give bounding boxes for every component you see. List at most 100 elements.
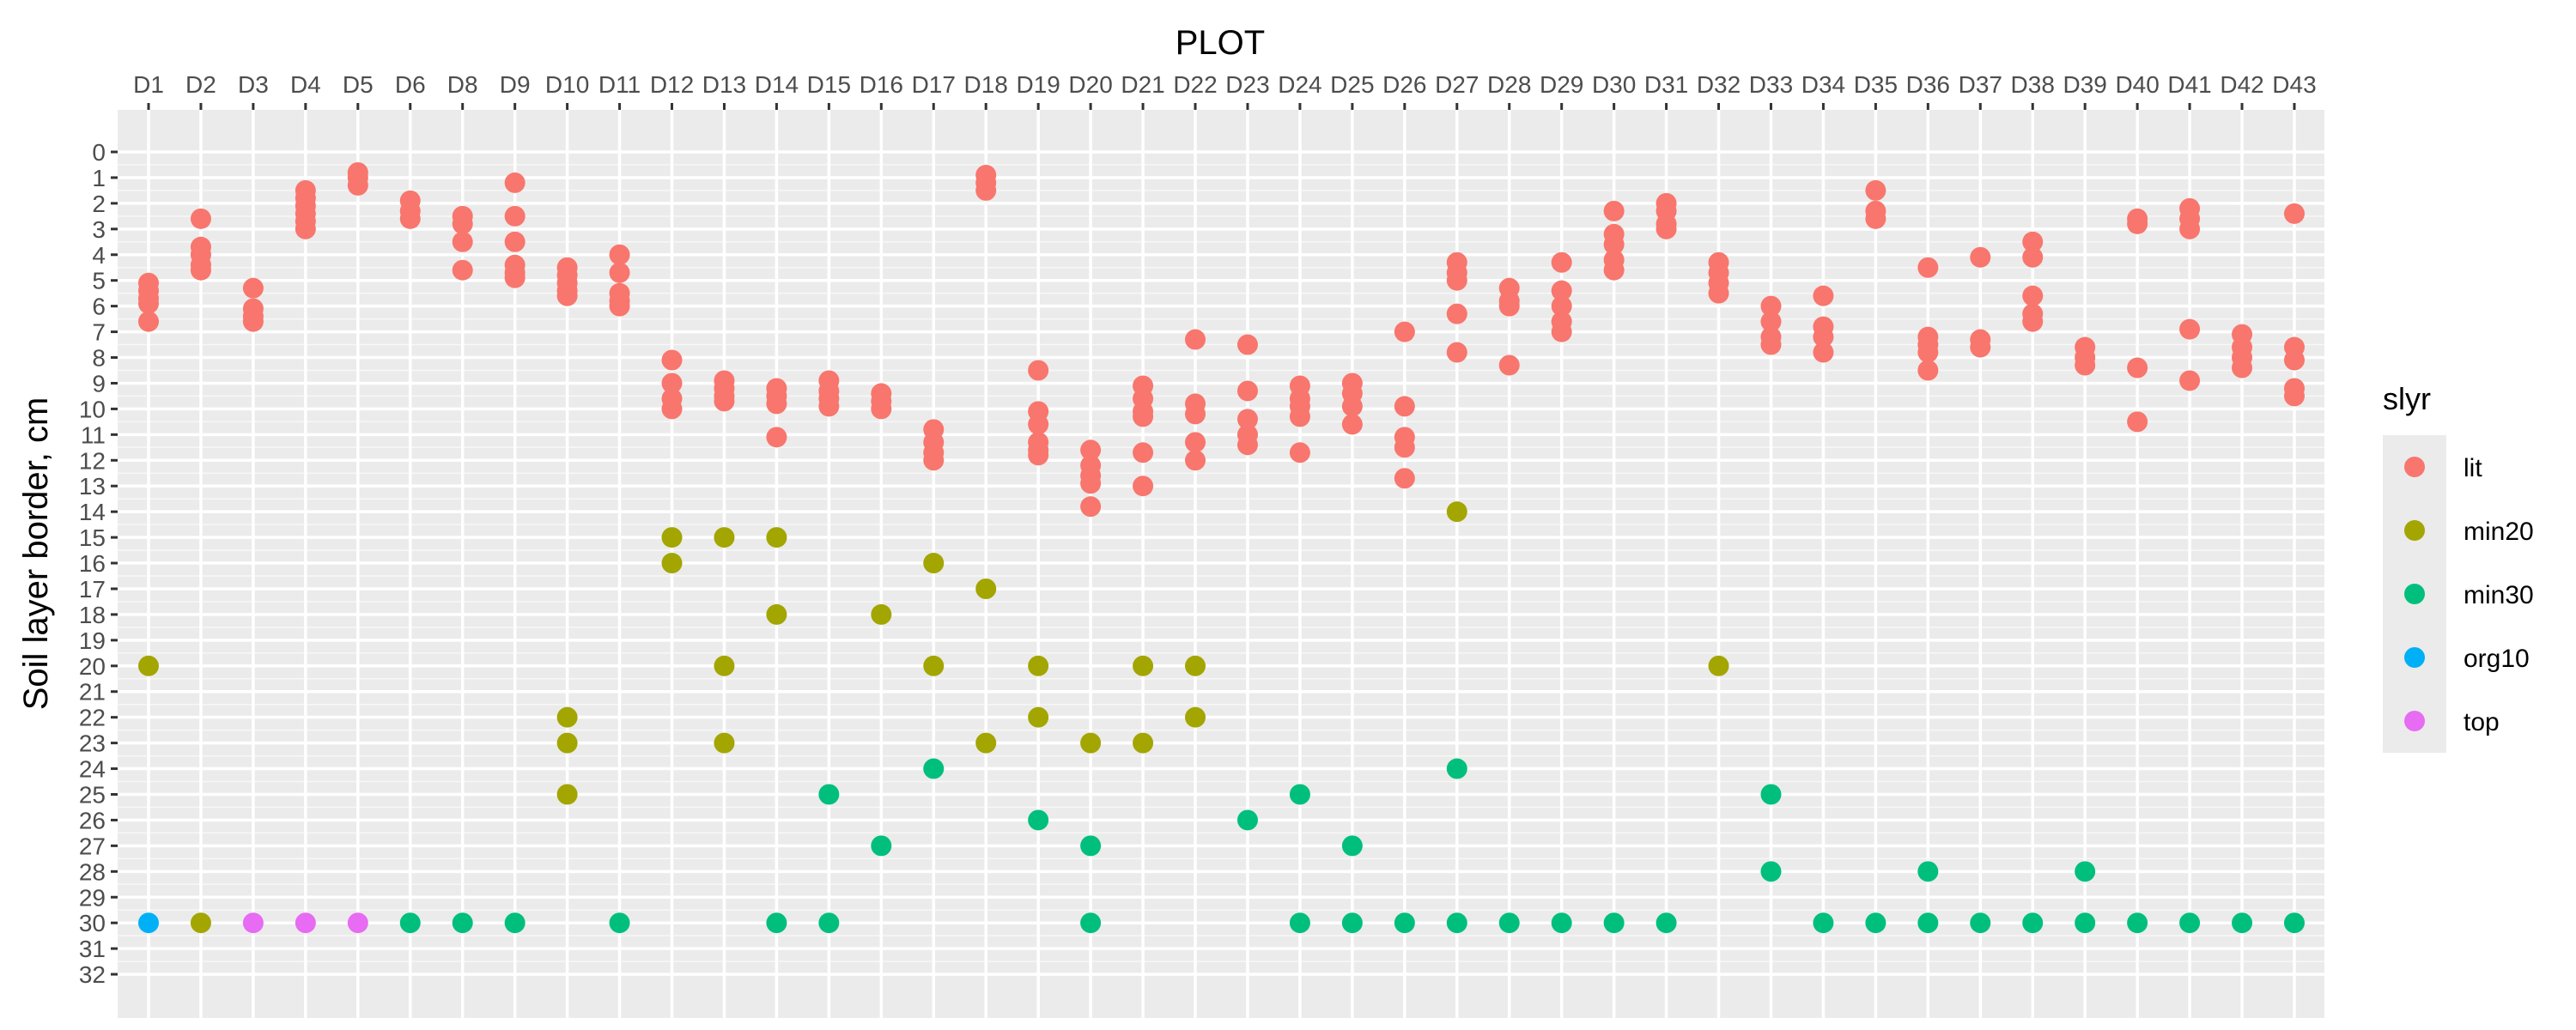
y-tick-label: 13 [79,473,106,500]
data-point-lit [1760,295,1782,317]
data-point-lit [609,262,630,283]
x-tick-label: D10 [545,71,589,98]
x-tick-label: D42 [2220,71,2263,98]
y-tick-label: 32 [79,961,106,988]
data-point-min30 [2022,912,2044,934]
data-point-lit [1289,406,1310,427]
y-tick-label: 0 [92,139,106,166]
x-tick-label: D4 [290,71,321,98]
x-tick-label: D34 [1801,71,1845,98]
data-point-min30 [1760,861,1782,882]
data-point-lit [2022,311,2044,332]
legend-label-org10: org10 [2464,645,2530,673]
data-point-min30 [818,784,840,805]
x-tick-label: D26 [1382,71,1426,98]
legend: slyr lit min20 min30 org10 top [2383,381,2534,753]
data-point-lit [504,231,526,252]
data-point-min30 [923,758,945,779]
x-tick-label: D28 [1487,71,1531,98]
data-point-org10 [138,912,159,934]
x-tick-label: D6 [395,71,426,98]
data-point-lit [2022,246,2044,268]
data-point-min20 [138,655,159,676]
x-tick-label: D21 [1121,71,1164,98]
data-point-min30 [1498,912,1520,934]
data-point-lit [452,231,473,252]
data-point-lit [1394,468,1415,489]
data-point-min30 [1289,784,1310,805]
data-point-lit [1394,321,1415,342]
data-point-lit [1236,334,1258,355]
x-tick-label: D31 [1644,71,1688,98]
x-tick-label: D3 [238,71,269,98]
data-point-lit [1028,414,1049,435]
data-point-min30 [2232,912,2253,934]
legend-label-lit: lit [2464,454,2482,482]
data-point-min30 [1080,835,1102,857]
x-tick-label: D11 [598,71,641,98]
data-point-lit [2179,218,2201,239]
x-tick-label: D20 [1068,71,1112,98]
data-point-lit [1917,257,1939,278]
data-point-lit [399,208,421,229]
data-point-top [242,912,264,934]
data-point-lit [1185,329,1206,350]
y-tick-label: 17 [79,576,106,603]
data-point-lit [242,277,264,299]
data-point-lit [1289,442,1310,464]
x-tick-label: D9 [500,71,531,98]
data-point-lit [452,259,473,281]
data-point-min20 [1133,732,1154,754]
data-point-lit [1080,473,1102,494]
data-point-lit [190,259,211,281]
data-point-min30 [609,912,630,934]
legend-label-min30: min30 [2464,581,2534,609]
data-point-lit [766,427,787,448]
data-point-min20 [661,553,683,574]
data-point-lit [1760,311,1782,332]
data-point-lit [2022,285,2044,306]
y-tick-label: 12 [79,447,106,474]
data-point-lit [190,208,211,229]
data-point-lit [2075,354,2096,376]
x-tick-label: D35 [1854,71,1898,98]
data-point-min20 [714,527,735,548]
x-tick-label: D23 [1225,71,1269,98]
data-point-lit [2022,231,2044,252]
data-point-lit [138,311,159,332]
data-point-lit [1080,496,1102,518]
x-tick-label: D33 [1749,71,1793,98]
data-point-lit [1028,360,1049,381]
x-axis: D1 D2 D3 D4 D5 D6 D8 D9 D10 D11 D12 D13 D14 D15 D16 D17… [133,71,2317,110]
x-tick-label: D1 [133,71,164,98]
x-tick-label: D14 [755,71,799,98]
x-tick-label: D32 [1697,71,1741,98]
data-point-lit [1865,208,1886,229]
y-tick-label: 18 [79,602,106,628]
y-tick-label: 27 [79,833,106,859]
data-point-lit [1236,409,1258,430]
data-point-lit [1551,280,1572,301]
data-point-min30 [1917,861,1939,882]
data-point-min20 [714,655,735,676]
data-point-lit [1760,334,1782,355]
x-axis-title: PLOT [1176,24,1265,62]
data-point-lit [1970,246,1991,268]
data-point-min30 [2075,912,2096,934]
data-point-min20 [556,732,578,754]
data-point-min30 [1236,809,1258,831]
data-point-lit [2179,318,2201,340]
y-tick-label: 25 [79,782,106,809]
y-tick-label: 24 [79,756,106,783]
data-point-lit [1133,406,1154,427]
data-point-lit [1341,396,1363,417]
data-point-min20 [1080,732,1102,754]
y-tick-label: 4 [92,242,106,269]
y-tick-label: 29 [79,884,106,911]
data-point-lit [609,244,630,265]
data-point-min30 [452,912,473,934]
data-point-lit [452,213,473,234]
data-point-min20 [661,527,683,548]
data-point-lit [504,172,526,193]
data-point-lit [661,349,683,371]
